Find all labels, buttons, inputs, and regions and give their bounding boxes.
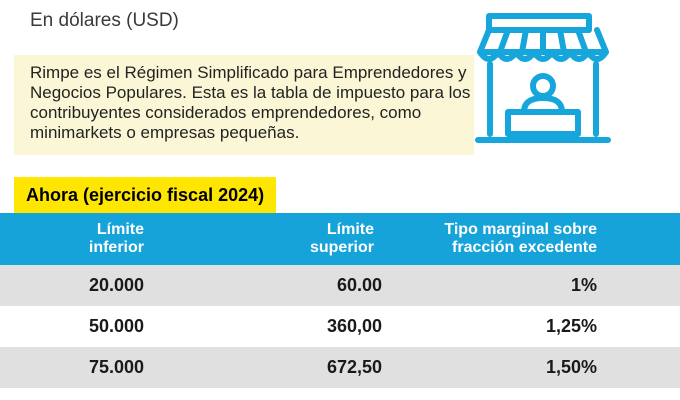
info-box: Rimpe es el Régimen Simplificado para Em… [14, 55, 474, 155]
cell-upper-limit: 672,50 [326, 357, 382, 377]
cell-lower-limit: 20.000 [88, 275, 144, 295]
col-header-upper-limit: Límite superior [309, 221, 374, 256]
col-header-marginal-rate: Tipo marginal sobre fracción excedente [444, 221, 597, 256]
table-row: 20.000 60.00 1% [0, 265, 680, 306]
col-header-lower-limit: Límite inferior [88, 221, 144, 256]
table-header: Límite inferior Límite superior Tipo mar… [0, 213, 680, 265]
info-text: Rimpe es el Régimen Simplificado para Em… [30, 63, 471, 142]
cell-upper-limit: 60.00 [336, 275, 382, 295]
cell-rate: 1% [570, 275, 597, 295]
table-row: 50.000 360,00 1,25% [0, 306, 680, 347]
table-row: 75.000 672,50 1,50% [0, 347, 680, 388]
cell-rate: 1,50% [545, 357, 597, 377]
cell-rate: 1,25% [545, 316, 597, 336]
cell-upper-limit: 360,00 [326, 316, 382, 336]
currency-note: En dólares (USD) [30, 10, 179, 31]
cell-lower-limit: 75.000 [88, 357, 144, 377]
section-title: Ahora (ejercicio fiscal 2024) [14, 177, 277, 213]
cell-lower-limit: 50.000 [88, 316, 144, 336]
store-icon [475, 13, 611, 143]
